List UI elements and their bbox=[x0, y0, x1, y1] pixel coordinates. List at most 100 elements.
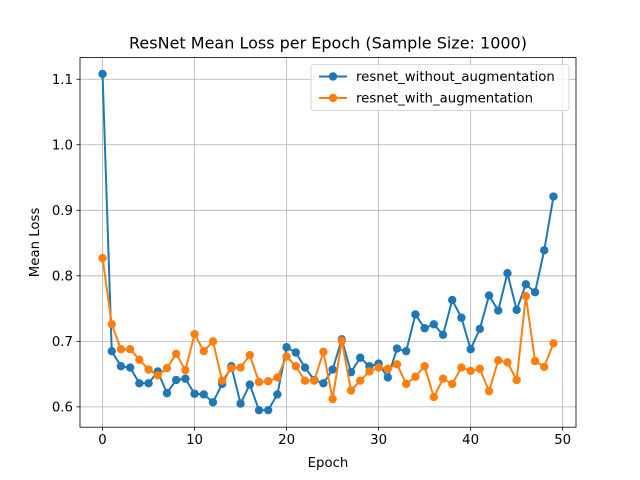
data-point bbox=[199, 346, 208, 356]
data-point bbox=[236, 399, 245, 408]
data-point bbox=[245, 380, 254, 389]
plot-frame bbox=[79, 57, 577, 428]
data-point bbox=[171, 349, 181, 359]
y-axis-label: Mean Loss bbox=[28, 208, 43, 278]
legend-item: resnet_with_augmentation bbox=[319, 92, 533, 107]
data-point bbox=[162, 388, 172, 398]
data-point bbox=[153, 371, 162, 380]
data-point bbox=[549, 339, 558, 348]
legend-marker bbox=[328, 93, 338, 103]
y-tick-label: 0.7 bbox=[52, 335, 73, 350]
data-point bbox=[181, 365, 190, 375]
data-point bbox=[254, 377, 264, 387]
data-point bbox=[402, 346, 411, 356]
data-point bbox=[291, 362, 300, 371]
data-point bbox=[420, 362, 429, 371]
data-point bbox=[300, 363, 310, 372]
data-point bbox=[521, 291, 531, 301]
x-tick-label: 50 bbox=[554, 433, 571, 448]
data-point bbox=[337, 336, 347, 345]
data-point bbox=[162, 364, 172, 373]
data-point bbox=[540, 246, 549, 255]
data-point bbox=[411, 372, 420, 381]
data-point bbox=[125, 363, 135, 372]
data-point bbox=[144, 365, 153, 374]
chart-title: ResNet Mean Loss per Epoch (Sample Size:… bbox=[129, 34, 527, 53]
data-point bbox=[291, 348, 300, 357]
x-tick-label: 20 bbox=[278, 433, 295, 448]
x-tick-label: 30 bbox=[370, 433, 387, 448]
data-point bbox=[263, 405, 273, 415]
data-point bbox=[383, 364, 393, 374]
data-point bbox=[494, 306, 503, 315]
data-point bbox=[549, 192, 558, 201]
data-point bbox=[282, 352, 291, 361]
data-point bbox=[328, 365, 337, 374]
data-point bbox=[107, 320, 116, 329]
y-tick-label: 0.6 bbox=[52, 401, 73, 416]
data-point bbox=[208, 337, 218, 346]
data-point bbox=[420, 324, 429, 333]
legend-marker bbox=[328, 72, 338, 81]
data-point bbox=[107, 346, 116, 356]
data-point bbox=[208, 398, 218, 407]
data-point bbox=[521, 280, 531, 289]
data-point bbox=[402, 379, 411, 389]
data-point bbox=[448, 379, 457, 389]
axis-ticks: 0 10 20 30 40 50 0.6 0.7 0.8 0.9 1.0 1.1 bbox=[52, 73, 571, 448]
data-point bbox=[135, 379, 144, 388]
x-tick-label: 40 bbox=[462, 433, 479, 448]
data-point bbox=[116, 362, 126, 371]
data-point bbox=[392, 360, 402, 369]
grid-lines bbox=[80, 57, 576, 428]
y-tick-label: 0.8 bbox=[52, 270, 73, 285]
data-point bbox=[254, 405, 264, 415]
data-point bbox=[328, 394, 337, 404]
data-point bbox=[512, 305, 521, 315]
data-point bbox=[263, 377, 273, 386]
data-point bbox=[457, 313, 466, 322]
data-point bbox=[319, 347, 328, 357]
data-point bbox=[282, 343, 291, 352]
data-point bbox=[438, 374, 448, 383]
data-point bbox=[135, 355, 144, 364]
data-point bbox=[392, 344, 402, 353]
series-resnet_with_augmentation bbox=[98, 253, 558, 404]
data-point bbox=[190, 389, 199, 398]
data-point bbox=[116, 345, 126, 354]
data-point bbox=[181, 374, 190, 383]
data-point bbox=[217, 376, 227, 385]
data-point bbox=[429, 392, 439, 402]
data-point bbox=[457, 363, 466, 372]
data-point bbox=[98, 253, 107, 263]
data-point bbox=[273, 390, 282, 399]
data-point bbox=[319, 379, 328, 388]
data-point bbox=[300, 376, 310, 385]
data-point bbox=[494, 356, 503, 365]
data-point bbox=[530, 356, 540, 366]
data-point bbox=[346, 386, 356, 395]
data-point bbox=[484, 386, 494, 396]
data-point bbox=[227, 364, 236, 373]
data-point bbox=[356, 376, 365, 385]
data-point bbox=[171, 375, 181, 385]
data-point bbox=[190, 329, 199, 339]
data-point bbox=[199, 390, 208, 399]
data-point bbox=[448, 295, 457, 305]
data-point bbox=[383, 373, 393, 382]
series-group bbox=[98, 69, 558, 415]
data-point bbox=[466, 366, 475, 376]
y-tick-label: 1.1 bbox=[52, 73, 73, 88]
data-point bbox=[429, 320, 439, 329]
data-point bbox=[530, 288, 540, 297]
data-point bbox=[356, 353, 365, 362]
data-point bbox=[540, 362, 549, 372]
legend-label: resnet_with_augmentation bbox=[356, 92, 533, 107]
data-point bbox=[236, 363, 245, 372]
data-point bbox=[125, 345, 135, 354]
data-point bbox=[438, 330, 448, 339]
y-tick-label: 1.0 bbox=[52, 138, 73, 153]
data-point bbox=[503, 358, 512, 367]
x-axis-label: Epoch bbox=[308, 456, 349, 471]
